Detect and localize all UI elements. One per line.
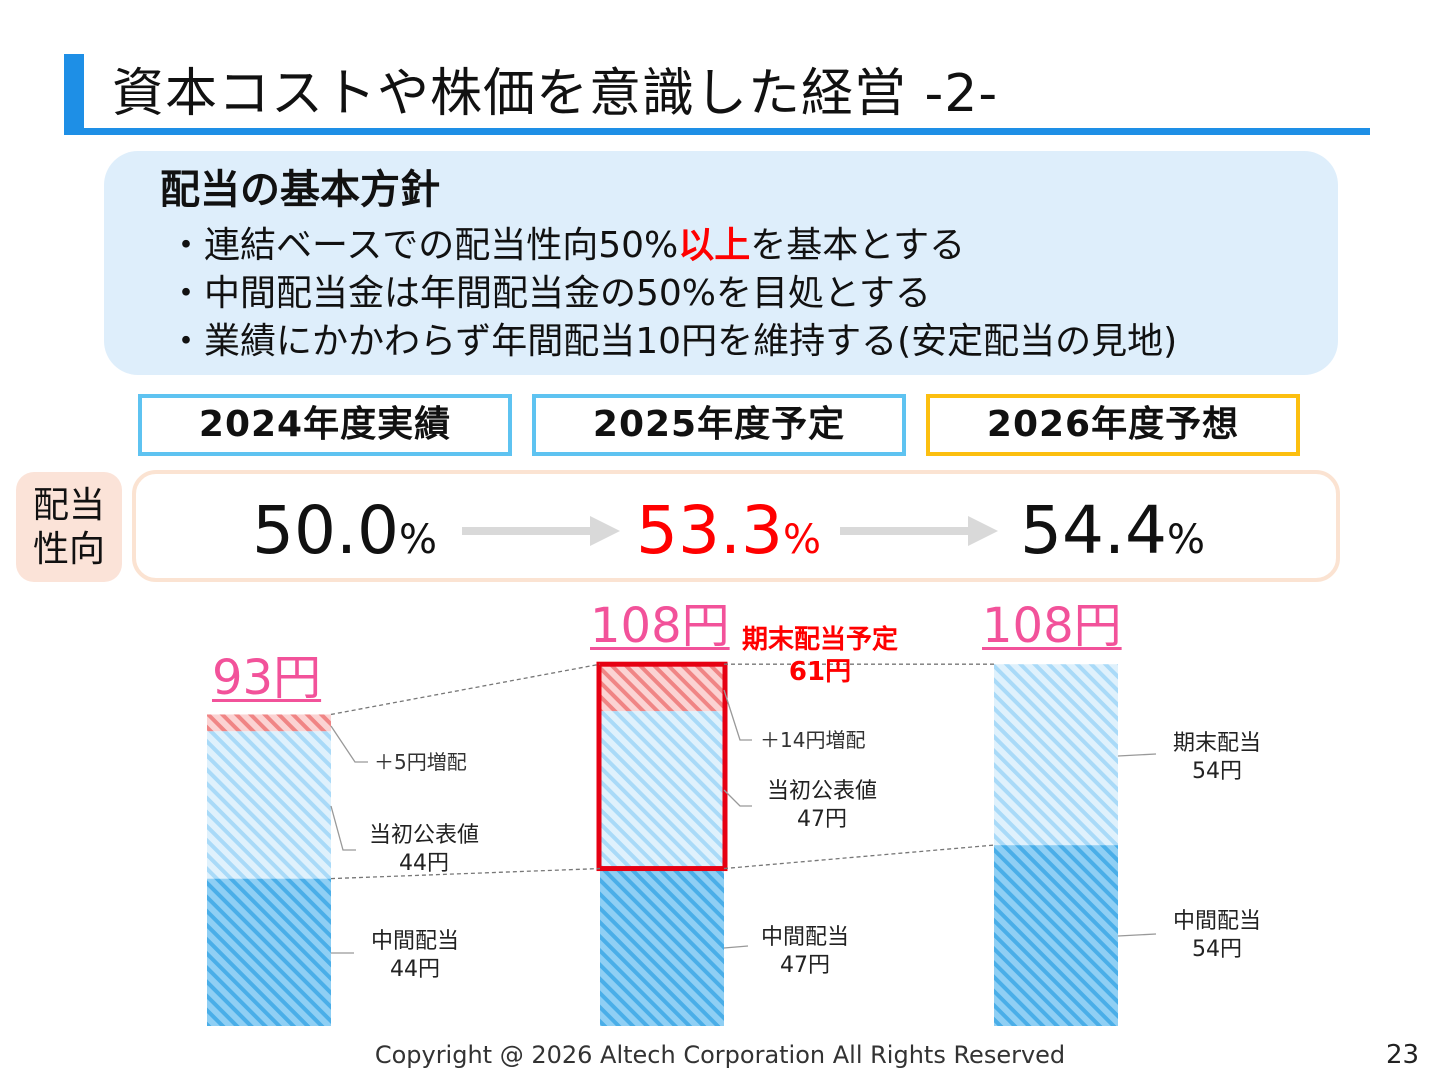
payout-ratio-2024-value: 50.0 (252, 492, 399, 569)
initial-leader-line (723, 789, 752, 807)
payout-ratio-2025-value: 53.3 (636, 492, 783, 569)
page-number: 23 (1386, 1040, 1420, 1070)
increase-segment-2025 (600, 664, 724, 712)
payout-ratio-label-line2: 性向 (32, 529, 105, 570)
copyright-notice: Copyright @ 2026 Altech Corporation All … (374, 1041, 1066, 1069)
initial-label-2024-line1: 当初公表値 (368, 823, 479, 848)
payout-ratio-label-box (16, 472, 122, 582)
year-header-2025: 2025年度予定 (532, 394, 906, 456)
payout-ratio-row (132, 470, 1340, 582)
interim-connector-line (330, 867, 601, 880)
percent-sign: % (398, 517, 437, 563)
policy-bullet-payout-tail: を基本とする (750, 225, 966, 266)
final-segment-2026 (994, 664, 1118, 846)
increase-leader-line (330, 725, 368, 763)
interim-leader-line (1117, 933, 1157, 937)
initial-label-2025-line1: 当初公表値 (766, 779, 877, 804)
interim-label-2024-line2: 44円 (390, 957, 440, 982)
interim-segment-2025 (600, 868, 724, 1026)
payout-ratio-2026: 54.4% (1020, 492, 1205, 579)
final-label-2026-line2: 54円 (1192, 759, 1242, 784)
policy-bullet-interim: ・中間配当金は年間配当金の50%を目処とする (168, 273, 931, 314)
initial-segment-2024 (207, 731, 331, 879)
payout-ratio-2026-value: 54.4 (1020, 492, 1167, 569)
year-header-2026: 2026年度予想 (926, 394, 1300, 456)
interim-label-2024: 中間配当 44円 (360, 928, 470, 984)
year-header-2024: 2024年度実績 (138, 394, 512, 456)
interim-label-2026: 中間配当 54円 (1162, 908, 1272, 964)
increase-segment-2024 (207, 714, 331, 732)
title-underline (64, 128, 1370, 135)
policy-bullet-stable: ・業績にかかわらず年間配当10円を維持する(安定配当の見地) (168, 321, 1178, 362)
interim-leader-line (723, 945, 749, 949)
final-leader-line (1117, 753, 1157, 757)
policy-bullet-payout: ・連結ベースでの配当性向50%以上を基本とする (168, 222, 965, 270)
total-dividend-2025: 108円 (590, 598, 730, 654)
final-label-2026: 期末配当 54円 (1162, 730, 1272, 786)
dividend-policy-panel (104, 151, 1338, 375)
payout-ratio-2024: 50.0% (252, 492, 437, 579)
total-dividend-2026: 108円 (982, 598, 1122, 654)
policy-bullet-payout-text: ・連結ベースでの配当性向50% (168, 225, 679, 266)
final-label-2026-line1: 期末配当 (1172, 731, 1261, 756)
policy-heading: 配当の基本方針 (160, 167, 440, 213)
percent-sign: % (1166, 517, 1205, 563)
interim-segment-2024 (207, 878, 331, 1026)
initial-label-2024-line2: 44円 (399, 851, 449, 876)
initial-leader-line (330, 805, 356, 851)
initial-label-2024: 当初公表値 44円 (364, 822, 484, 878)
policy-bullet-highlight: 以上 (678, 225, 751, 266)
payout-ratio-label-line1: 配当 (32, 485, 105, 526)
interim-label-2025: 中間配当 47円 (750, 924, 860, 980)
page-title: 資本コストや株価を意識した経営 ‐2‐ (112, 64, 999, 124)
interim-label-2024-line1: 中間配当 (370, 929, 459, 954)
interim-label-2026-line1: 中間配当 (1172, 909, 1261, 934)
increase-label-2025: ＋14円増配 (760, 728, 866, 752)
interim-label-2025-line2: 47円 (780, 953, 830, 978)
title-accent-bar (64, 54, 84, 132)
planned-final-dividend-callout: 期末配当予定 61円 (738, 624, 902, 688)
top-connector-line (330, 663, 601, 716)
initial-segment-2025 (600, 711, 724, 869)
payout-ratio-2025: 53.3% (636, 492, 821, 579)
interim-segment-2026 (994, 845, 1118, 1026)
interim-label-2025-line1: 中間配当 (760, 925, 849, 950)
arrow-right-icon (840, 516, 998, 546)
percent-sign: % (782, 517, 821, 563)
initial-label-2025-line2: 47円 (797, 807, 847, 832)
interim-label-2026-line2: 54円 (1192, 937, 1242, 962)
interim-connector-line (723, 844, 995, 870)
total-dividend-2024: 93円 (212, 650, 322, 706)
initial-label-2025: 当初公表値 47円 (762, 778, 882, 834)
planned-final-value: 61円 (788, 657, 852, 687)
increase-leader-line (723, 689, 752, 741)
increase-label-2024: ＋5円増配 (374, 750, 467, 774)
arrow-right-icon (462, 516, 620, 546)
planned-final-highlight-box (596, 661, 728, 872)
payout-ratio-label: 配当 性向 (16, 484, 122, 572)
planned-final-label: 期末配当予定 (741, 625, 898, 655)
